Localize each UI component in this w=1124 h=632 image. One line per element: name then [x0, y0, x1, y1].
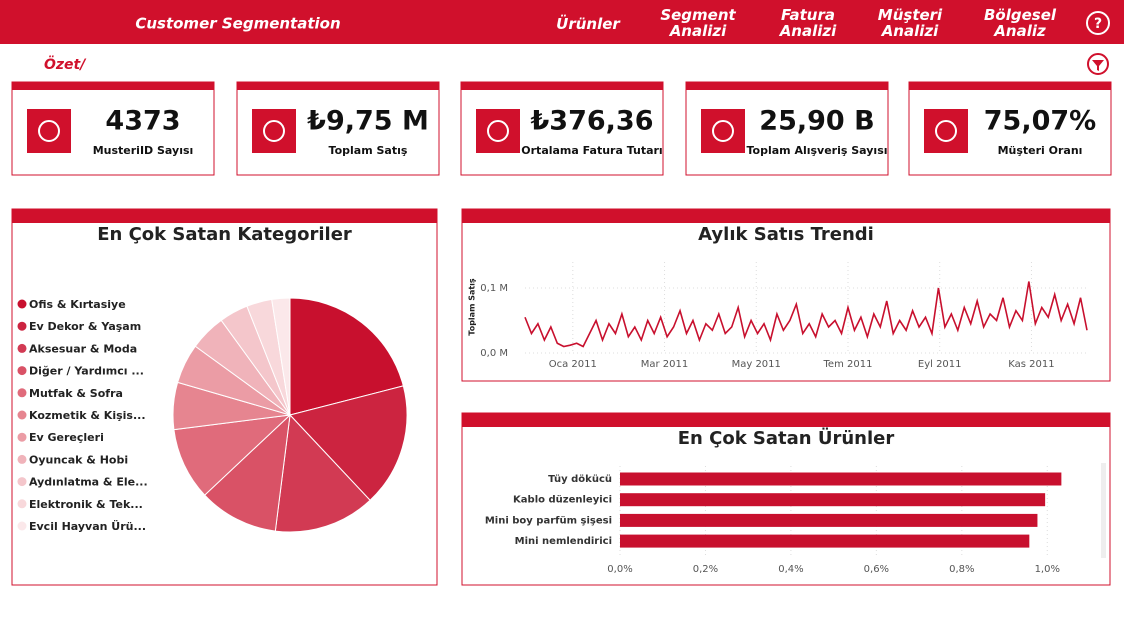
- legend-label: Elektronik & Tek...: [29, 498, 143, 511]
- filter-glyph: [1092, 60, 1104, 71]
- kpi-value: 4373: [105, 106, 180, 137]
- kpi-icon: [252, 109, 296, 153]
- legend-swatch: [17, 454, 27, 464]
- kpi-icon: [924, 109, 968, 153]
- scrollbar: [1101, 463, 1106, 558]
- kpi-icon: [701, 109, 745, 153]
- bar: [620, 513, 1038, 527]
- x-tick-label: Kas 2011: [1008, 359, 1054, 370]
- y-axis-label: Toplam Satış: [468, 278, 477, 336]
- legend-swatch: [17, 321, 27, 331]
- kpi-icon-glyph: [38, 120, 60, 142]
- x-tick-label: 0,0%: [607, 564, 632, 575]
- legend-label: Oyuncak & Hobi: [29, 453, 128, 466]
- bar: [620, 472, 1062, 486]
- kpi-label: Ortalama Fatura Tutarı: [521, 144, 662, 157]
- kpi-label: MusteriID Sayısı: [93, 144, 194, 157]
- legend-swatch: [17, 521, 27, 531]
- x-tick-label: Tem 2011: [823, 359, 873, 370]
- y-tick-label: Kablo düzenleyici: [513, 495, 612, 506]
- legend-swatch: [17, 410, 27, 420]
- y-tick-label: Tüy dökücü: [548, 474, 612, 485]
- legend-label: Ev Gereçleri: [29, 431, 104, 444]
- x-tick-label: 0,4%: [778, 564, 803, 575]
- kpi-value: 75,07%: [984, 106, 1096, 137]
- pie-slice: [271, 297, 291, 416]
- kpi-icon-glyph: [935, 120, 957, 142]
- y-tick-label: 0,1 M: [480, 283, 508, 294]
- bar: [620, 493, 1046, 507]
- legend-swatch: [17, 432, 27, 442]
- pie-slice: [274, 413, 371, 533]
- menu-item[interactable]: Bölgesel Analiz: [984, 6, 1057, 40]
- kpi-card-stripe: [237, 82, 439, 90]
- panel: [461, 208, 1111, 382]
- legend-swatch: [17, 477, 27, 487]
- legend-swatch: [17, 299, 27, 309]
- help-glyph: ?: [1094, 16, 1102, 32]
- x-tick-label: 0,8%: [949, 564, 974, 575]
- kpi-card-stripe: [12, 82, 214, 90]
- menu-item[interactable]: Müşteri Analizi: [878, 6, 943, 40]
- kpi-label: Toplam Satış: [329, 144, 408, 157]
- kpi-card: [236, 81, 440, 176]
- legend-swatch: [17, 343, 27, 353]
- menu-item[interactable]: Fatura Analizi: [779, 6, 837, 40]
- header-title: Customer Segmentation: [135, 15, 340, 33]
- legend-label: Aydınlatma & Ele...: [29, 476, 148, 489]
- legend-label: Ofis & Kırtasiye: [29, 298, 126, 311]
- y-tick-label: Mini nemlendirici: [515, 536, 612, 547]
- panel-stripe: [462, 413, 1110, 427]
- kpi-value: 25,90 B: [759, 106, 874, 137]
- legend-swatch: [17, 499, 27, 509]
- panel-title: En Çok Satan Ürünler: [678, 427, 895, 449]
- kpi-card-stripe: [686, 82, 888, 90]
- x-tick-label: Mar 2011: [641, 359, 689, 370]
- x-tick-label: 0,2%: [693, 564, 718, 575]
- x-tick-label: 0,6%: [864, 564, 889, 575]
- pie-slice: [289, 385, 408, 501]
- legend-label: Mutfak & Sofra: [29, 387, 123, 400]
- x-tick-label: Oca 2011: [549, 359, 597, 370]
- bar: [620, 534, 1030, 548]
- panel-title: En Çok Satan Kategoriler: [97, 224, 352, 245]
- kpi-value: ₺9,75 M: [307, 106, 429, 137]
- x-tick-label: May 2011: [732, 359, 781, 370]
- kpi-icon: [476, 109, 520, 153]
- trend-line: [524, 281, 1088, 348]
- filter-icon[interactable]: [1087, 53, 1109, 75]
- legend-label: Ev Dekor & Yaşam: [29, 320, 141, 333]
- pie-slice: [173, 414, 292, 496]
- kpi-card-stripe: [909, 82, 1111, 90]
- x-tick-label: Eyl 2011: [918, 359, 962, 370]
- y-tick-label: Mini boy parfüm şişesi: [485, 515, 612, 526]
- pie-slice: [204, 413, 291, 532]
- header-bar: [0, 0, 1124, 44]
- kpi-value: ₺376,36: [531, 106, 654, 137]
- menu-item[interactable]: Segment Analizi: [660, 6, 736, 40]
- help-icon[interactable]: [1086, 11, 1110, 35]
- panel-title: Aylık Satıs Trendi: [698, 224, 874, 245]
- kpi-label: Müşteri Oranı: [998, 144, 1083, 157]
- menu-item[interactable]: Ürünler: [556, 14, 621, 33]
- legend-label: Diğer / Yardımcı ...: [29, 365, 144, 378]
- legend-label: Aksesuar & Moda: [29, 342, 137, 355]
- legend-swatch: [17, 388, 27, 398]
- kpi-label: Toplam Alışveriş Sayısı: [746, 144, 887, 157]
- pie-slice: [289, 297, 404, 416]
- legend-label: Kozmetik & Kişis...: [29, 409, 146, 422]
- legend-label: Evcil Hayvan Ürü...: [29, 519, 146, 533]
- kpi-icon-glyph: [263, 120, 285, 142]
- x-tick-label: 1,0%: [1035, 564, 1060, 575]
- panel-stripe: [462, 209, 1110, 223]
- y-tick-label: 0,0 M: [480, 348, 508, 359]
- panel-stripe: [12, 209, 437, 223]
- breadcrumb: Özet/: [44, 55, 87, 73]
- kpi-icon: [27, 109, 71, 153]
- kpi-card-stripe: [461, 82, 663, 90]
- kpi-icon-glyph: [712, 120, 734, 142]
- legend-swatch: [17, 366, 27, 376]
- kpi-icon-glyph: [487, 120, 509, 142]
